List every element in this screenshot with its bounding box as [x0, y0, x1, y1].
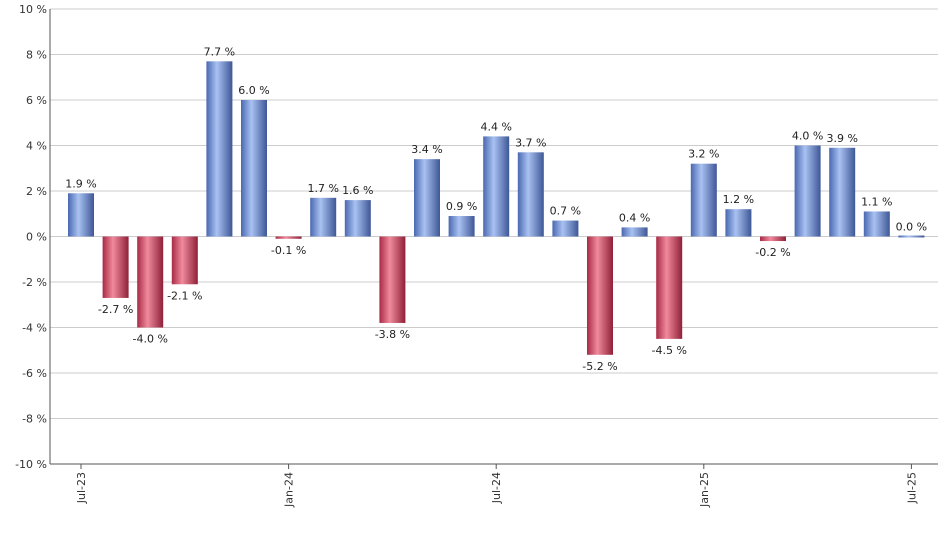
bar [275, 236, 302, 239]
bar [725, 209, 752, 237]
bar [656, 236, 683, 339]
bar [206, 61, 233, 237]
data-label: 0.7 % [550, 205, 581, 218]
axes [49, 9, 938, 465]
data-label: -4.0 % [132, 333, 167, 346]
bar [310, 197, 337, 237]
bar [898, 235, 925, 238]
data-label: -0.2 % [755, 246, 790, 259]
data-label: 1.2 % [723, 193, 754, 206]
data-label: 0.0 % [896, 221, 927, 234]
y-tick-label: -8 % [22, 413, 47, 426]
bar [102, 236, 129, 298]
y-tick-label: -6 % [22, 367, 47, 380]
bar [379, 236, 406, 323]
bar [760, 236, 786, 242]
y-tick-label: 0 % [26, 231, 47, 244]
bar [137, 236, 164, 328]
bar [587, 236, 613, 355]
data-label: 3.4 % [411, 143, 442, 156]
data-label: 1.6 % [342, 184, 373, 197]
bar [483, 136, 510, 237]
y-tick-label: 4 % [26, 140, 47, 153]
y-tick-label: 2 % [26, 185, 47, 198]
bar [794, 145, 821, 237]
bar [552, 220, 579, 237]
bars [68, 61, 925, 355]
data-label: 6.0 % [238, 84, 269, 97]
x-tick-label: Jul-23 [75, 472, 88, 504]
data-label: -0.1 % [271, 244, 306, 257]
data-label: -4.5 % [651, 344, 686, 357]
data-label: 0.4 % [619, 211, 650, 224]
data-label: 7.7 % [204, 45, 235, 58]
y-tick-label: -4 % [22, 322, 47, 335]
x-tick-label: Jul-24 [490, 472, 503, 504]
data-label: -3.8 % [375, 328, 410, 341]
x-axis-tick-labels: Jul-23 Jan-24 Jul-24 Jan-25 Jul-25 [75, 464, 918, 508]
bar [621, 227, 648, 237]
x-tick-label: Jan-25 [698, 472, 711, 508]
data-label: -2.1 % [167, 289, 202, 302]
y-axis-tick-labels: 10 % 8 % 6 % 4 % 2 % 0 % -2 % -4 % -6 % -8 % -10 % [15, 3, 47, 471]
x-tick-label: Jan-24 [283, 472, 296, 508]
data-label: -2.7 % [98, 303, 133, 316]
data-label: 3.7 % [515, 136, 546, 149]
bar [241, 100, 267, 237]
data-label: -5.2 % [582, 360, 617, 373]
data-label: 1.9 % [65, 177, 96, 190]
data-label: 3.2 % [688, 148, 719, 161]
bar [690, 163, 717, 237]
bar [863, 211, 890, 237]
bar [414, 159, 440, 237]
bar [344, 200, 371, 237]
bar [448, 216, 475, 237]
data-labels: 1.9 % -2.7 % -4.0 % -2.1 % 7.7 % 6.0 % -0.1 % 1… [65, 45, 927, 372]
y-tick-label: 10 % [19, 3, 47, 16]
bar [68, 193, 94, 237]
y-tick-label: -2 % [22, 276, 47, 289]
x-tick-label: Jul-25 [905, 472, 918, 504]
bar [517, 152, 544, 237]
data-label: 0.9 % [446, 200, 477, 213]
y-tick-label: -10 % [15, 458, 47, 471]
bar [171, 236, 198, 285]
y-tick-label: 6 % [26, 94, 47, 107]
data-label: 4.0 % [792, 130, 823, 143]
data-label: 1.1 % [861, 195, 892, 208]
data-label: 3.9 % [826, 132, 857, 145]
data-label: 1.7 % [307, 182, 338, 195]
y-tick-label: 8 % [26, 49, 47, 62]
data-label: 4.4 % [480, 120, 511, 133]
bar [829, 147, 856, 237]
